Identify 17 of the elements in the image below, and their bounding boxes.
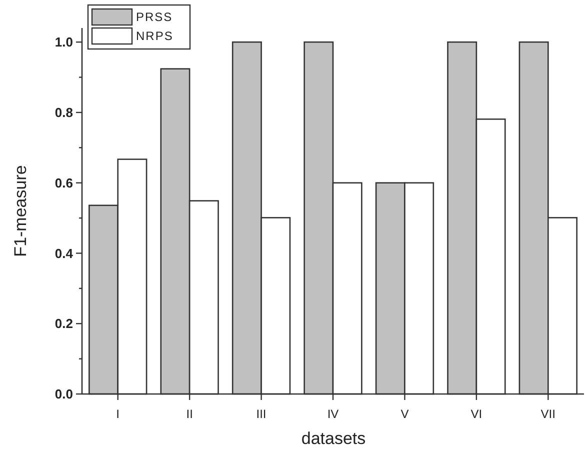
legend-label: PRSS [136, 10, 173, 24]
legend-label: NRPS [136, 29, 174, 44]
x-tick-label: II [186, 407, 193, 421]
y-tick-label: 0.2 [54, 316, 73, 332]
y-tick-label: 0.0 [54, 386, 73, 402]
y-tick-label: 0.4 [54, 246, 74, 261]
y-tick-label: 1.0 [54, 34, 73, 50]
x-tick-label: VII [540, 407, 556, 421]
x-tick-label: I [116, 407, 120, 421]
x-tick-label: III [256, 407, 266, 421]
y-tick-label: 0.8 [54, 105, 73, 120]
x-tick-label: V [400, 407, 409, 421]
x-axis-title: datasets [301, 429, 366, 448]
y-tick-label: 0.6 [54, 175, 73, 190]
x-tick-label: VI [470, 407, 482, 421]
y-axis-title: F1-measure [11, 165, 30, 257]
x-tick-label: IV [327, 407, 339, 421]
